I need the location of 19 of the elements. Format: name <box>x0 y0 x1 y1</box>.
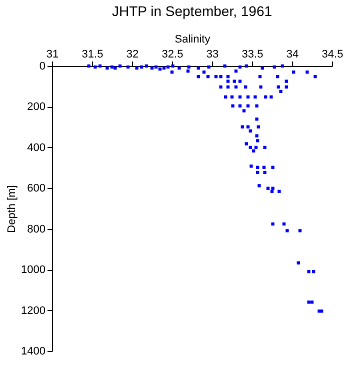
x-tick-label: 31.5 <box>82 48 104 60</box>
y-axis-title: Depth [m] <box>6 185 18 233</box>
y-tick-label: 1000 <box>21 264 46 276</box>
y-tick-label: 0 <box>39 60 46 72</box>
y-tick-label: 400 <box>27 142 46 154</box>
x-tick-label: 34.5 <box>322 48 344 60</box>
x-tick-label: 33.5 <box>242 48 264 60</box>
chart-title: JHTP in September, 1961 <box>112 3 272 19</box>
y-tick-label: 800 <box>27 223 46 236</box>
y-tick-label: 200 <box>27 101 46 114</box>
y-tick-label: 600 <box>27 182 46 195</box>
x-axis-title: Salinity <box>174 34 211 46</box>
x-tick-label: 34 <box>286 48 299 60</box>
x-tick-label: 33 <box>206 48 219 60</box>
x-tick-label: 32.5 <box>162 48 184 60</box>
y-tick-label: 1400 <box>21 346 46 358</box>
x-tick-label: 32 <box>126 48 139 60</box>
y-tick-label: 1200 <box>21 304 46 317</box>
x-tick-label: 31 <box>46 48 59 60</box>
